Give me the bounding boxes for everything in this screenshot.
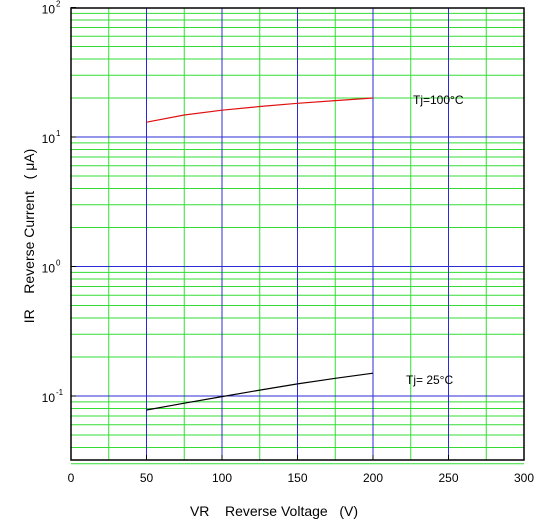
plot-frame: [70, 7, 525, 461]
series-label: Tj= 25°C: [406, 373, 453, 387]
y-tick-label: 10: [42, 262, 56, 276]
x-tick-label: 150: [287, 471, 307, 485]
x-tick-label: 200: [363, 471, 383, 485]
x-tick-label: 300: [514, 471, 534, 485]
y-tick-label: 10: [42, 391, 56, 405]
series-line: [146, 97, 374, 123]
series-line: [146, 372, 374, 411]
x-tick-label: 250: [438, 471, 458, 485]
x-tick-label: 0: [68, 471, 75, 485]
series-label: Tj=100°C: [413, 93, 464, 107]
y-tick-exponent: 0: [56, 259, 61, 268]
y-axis-title: IR Reverse Current ( μA): [21, 149, 37, 324]
y-tick-label: 10: [42, 3, 56, 17]
series-labels: Tj=100°C Tj= 25°C: [406, 93, 464, 387]
y-tick-exponent: 1: [56, 129, 61, 138]
x-tick-label: 100: [212, 471, 232, 485]
x-tick-label: 50: [140, 471, 154, 485]
series-layer: [146, 97, 374, 411]
major-grid: [71, 8, 524, 460]
x-axis-title: VR Reverse Voltage (V): [190, 503, 358, 519]
y-tick-label: 10: [42, 132, 56, 146]
y-tick-exponent: -1: [56, 388, 64, 397]
y-tick-exponent: 2: [56, 0, 61, 9]
